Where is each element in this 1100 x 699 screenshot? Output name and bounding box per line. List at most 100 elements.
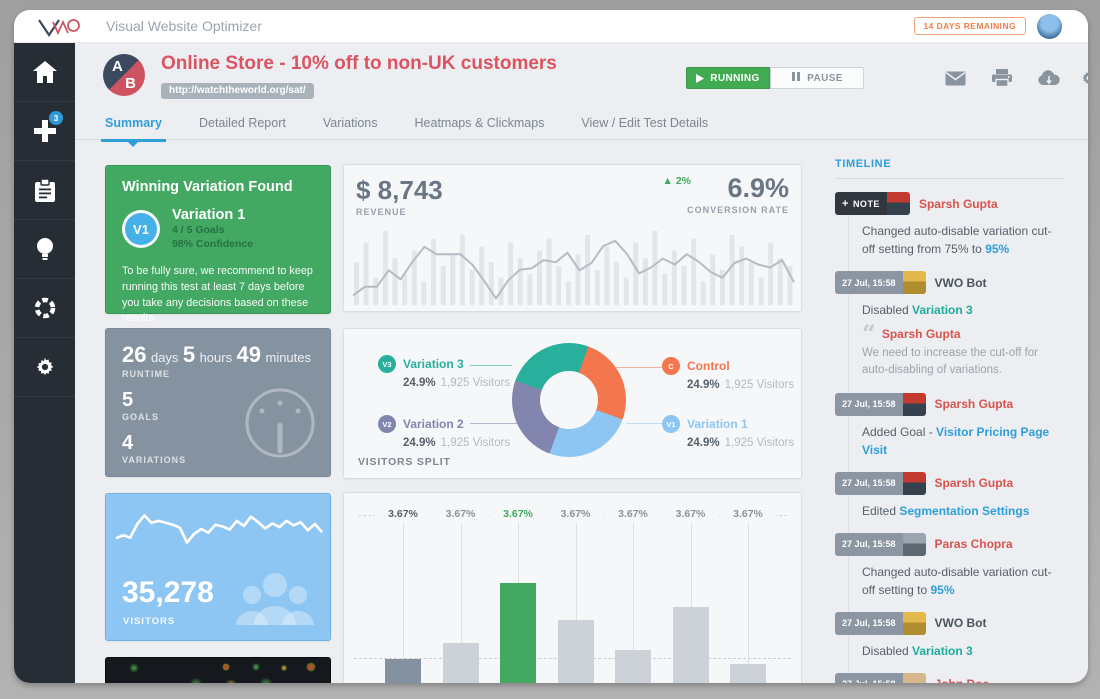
timeline-entry-text: Changed auto-disable variation cut-off s… [862, 224, 1052, 256]
visitors-people-icon [232, 569, 318, 630]
variation-confidence: 98% Confidence [172, 238, 254, 251]
running-label: RUNNING [710, 72, 760, 84]
avatar [902, 532, 926, 556]
timestamp-badge: 27 Jul, 15:58 [835, 611, 926, 635]
add-test-icon [33, 120, 56, 142]
gear-icon[interactable]: ▾ [1079, 67, 1088, 89]
legend-badge: V1 [662, 415, 680, 433]
winning-variation-card: Winning Variation Found V1 Variation 1 4… [105, 165, 331, 324]
running-button[interactable]: RUNNING [686, 67, 770, 89]
app-title: Visual Website Optimizer [106, 18, 262, 34]
timeline-entry: + NOTE Sparsh Gupta Changed auto-disable va… [835, 192, 1063, 258]
timestamp-badge: 27 Jul, 15:58 [835, 532, 926, 556]
winning-card-note: To be fully sure, we recommend to keep r… [122, 265, 313, 325]
arrow-up-icon: ▲ [662, 175, 676, 187]
days-remaining-badge[interactable]: 14 DAYS REMAINING [913, 17, 1026, 35]
timeline-title: TIMELINE [835, 158, 892, 170]
timeline-link[interactable]: Variation 3 [912, 303, 973, 317]
tab-heatmaps-clickmaps[interactable]: Heatmaps & Clickmaps [414, 116, 545, 130]
bar-connector-line [460, 523, 462, 643]
timeline-user[interactable]: Sparsh Gupta [918, 196, 998, 211]
winning-card-title: Winning Variation Found [122, 179, 293, 195]
bar-connector-line [518, 523, 519, 583]
timeline-user[interactable]: Sparsh Gupta [934, 476, 1014, 490]
conversion-bar-card: 3.67% 3.67% 3.67% 3.67% 3.67% 3.67% 3.67% [343, 492, 802, 683]
sidebar-item-home[interactable] [14, 43, 75, 102]
sidebar-item-reports[interactable] [14, 161, 75, 220]
legend-connector [470, 423, 522, 424]
timeline-user[interactable]: VWO Bot [934, 616, 987, 630]
bar-value-label: 3.67% [432, 508, 489, 520]
sidebar-item-add-test[interactable]: 3 [14, 102, 75, 161]
quote-author: Sparsh Gupta [881, 327, 961, 341]
legend-stats: 24.9% 1,925 Visitors [687, 437, 795, 449]
timeline-entry: 27 Jul, 15:58 Paras Chopra Changed auto-di… [835, 532, 1063, 599]
tab-detailed-report[interactable]: Detailed Report [198, 116, 286, 130]
sidebar-item-ideas[interactable] [14, 220, 75, 279]
tab-summary[interactable]: Summary [101, 107, 166, 147]
timeline-user[interactable]: Paras Chopra [934, 537, 1013, 551]
legend-badge: V3 [378, 355, 396, 373]
timeline-rail [848, 194, 849, 683]
vwo-logo-icon[interactable] [36, 15, 82, 44]
bar-connector-line [748, 523, 749, 664]
reports-icon [34, 178, 55, 202]
timeline-link[interactable]: Segmentation Settings [899, 503, 1030, 518]
bar-value-label: 3.67% [490, 508, 546, 520]
bar-value-label: 3.67% [547, 508, 604, 520]
play-icon [696, 73, 705, 83]
pause-button[interactable]: PAUSE [770, 67, 864, 89]
bar-value-label: 3.67% [375, 508, 431, 520]
tab-view-edit-test-details[interactable]: View / Edit Test Details [581, 116, 709, 130]
timeline-link[interactable]: 95% [930, 582, 955, 597]
revenue-card: $ 8,743 REVENUE ▲ 2% 6.9% CONVERSION RAT… [343, 164, 802, 312]
timeline-user[interactable]: Sparsh Gupta [934, 397, 1014, 411]
timeline: TIMELINE + NOTE Sparsh Gupta Changed auto-d… [835, 158, 1063, 683]
sidebar-count-badge: 3 [49, 111, 63, 125]
timeline-link[interactable]: 95% [985, 242, 1010, 256]
legend-connector [616, 367, 662, 368]
timeline-entry-text: Edited Segmentation Settings [862, 503, 1030, 518]
variations-count: 4 [122, 432, 134, 454]
timeline-entry: 27 Jul, 15:58 Sparsh Gupta Added Goal - Vi… [835, 392, 1063, 459]
timeline-user[interactable]: VWO Bot [934, 275, 987, 290]
ab-letter-b: B [125, 75, 136, 92]
ab-test-icon: A B [103, 54, 145, 96]
timeline-entry: 27 Jul, 15:58 Sparsh Gupta Edited Segmenta… [835, 471, 1063, 520]
timeline-user[interactable]: John Doe [935, 677, 990, 683]
timeline-entry: 27 Jul, 15:58John DoeAdded Goal - Visito… [835, 672, 1063, 683]
user-avatar[interactable] [1037, 14, 1062, 39]
print-icon[interactable] [989, 67, 1015, 89]
bar-4 [557, 620, 594, 683]
timeline-link[interactable]: Variation 3 [912, 643, 973, 658]
sidebar-item-help[interactable] [14, 279, 75, 338]
runtime-card: 26 days 5 hours 49 minutes RUNTIME 5 GOA… [105, 328, 331, 477]
legend-control: C Control 24.9% 1,925 Visitors [662, 357, 802, 391]
timeline-link[interactable]: Visitor Pricing Page Visit [862, 424, 1050, 457]
avatar [902, 672, 926, 683]
legend-connector [626, 423, 662, 424]
legend-badge: V2 [378, 415, 396, 433]
heatmap-thumbnail[interactable] [105, 657, 331, 683]
pause-icon [791, 72, 801, 84]
mail-icon[interactable] [942, 67, 968, 89]
cloud-download-icon[interactable] [1036, 67, 1062, 89]
conversion-rate-label: CONVERSION RATE [687, 205, 789, 215]
timeline-entry-text: Disabled Variation 3 [862, 303, 973, 317]
runtime-value: 26 days 5 hours 49 minutes [122, 342, 312, 367]
timeline-entry: 27 Jul, 15:58 VWO Bot Disabled Variation 3… [835, 271, 1063, 380]
sidebar-item-settings[interactable] [14, 338, 75, 397]
avatar [902, 471, 926, 495]
avatar [886, 192, 910, 215]
test-url[interactable]: http://watchtheworld.org/sat/ [161, 83, 314, 99]
legend-name: Control [687, 359, 730, 373]
test-header: A B Online Store - 10% off to non-UK cus… [75, 43, 1088, 107]
legend-connector [470, 365, 512, 366]
settings-icon [34, 356, 56, 378]
ideas-icon [36, 237, 53, 261]
tab-variations[interactable]: Variations [322, 116, 378, 130]
bar-5 [615, 650, 651, 683]
timeline-quote: “ Sparsh Gupta We need to increase the cut… [862, 322, 1060, 380]
top-bar: Visual Website Optimizer 14 DAYS REMAINI… [14, 10, 1088, 43]
visitors-sparkline [115, 514, 323, 544]
